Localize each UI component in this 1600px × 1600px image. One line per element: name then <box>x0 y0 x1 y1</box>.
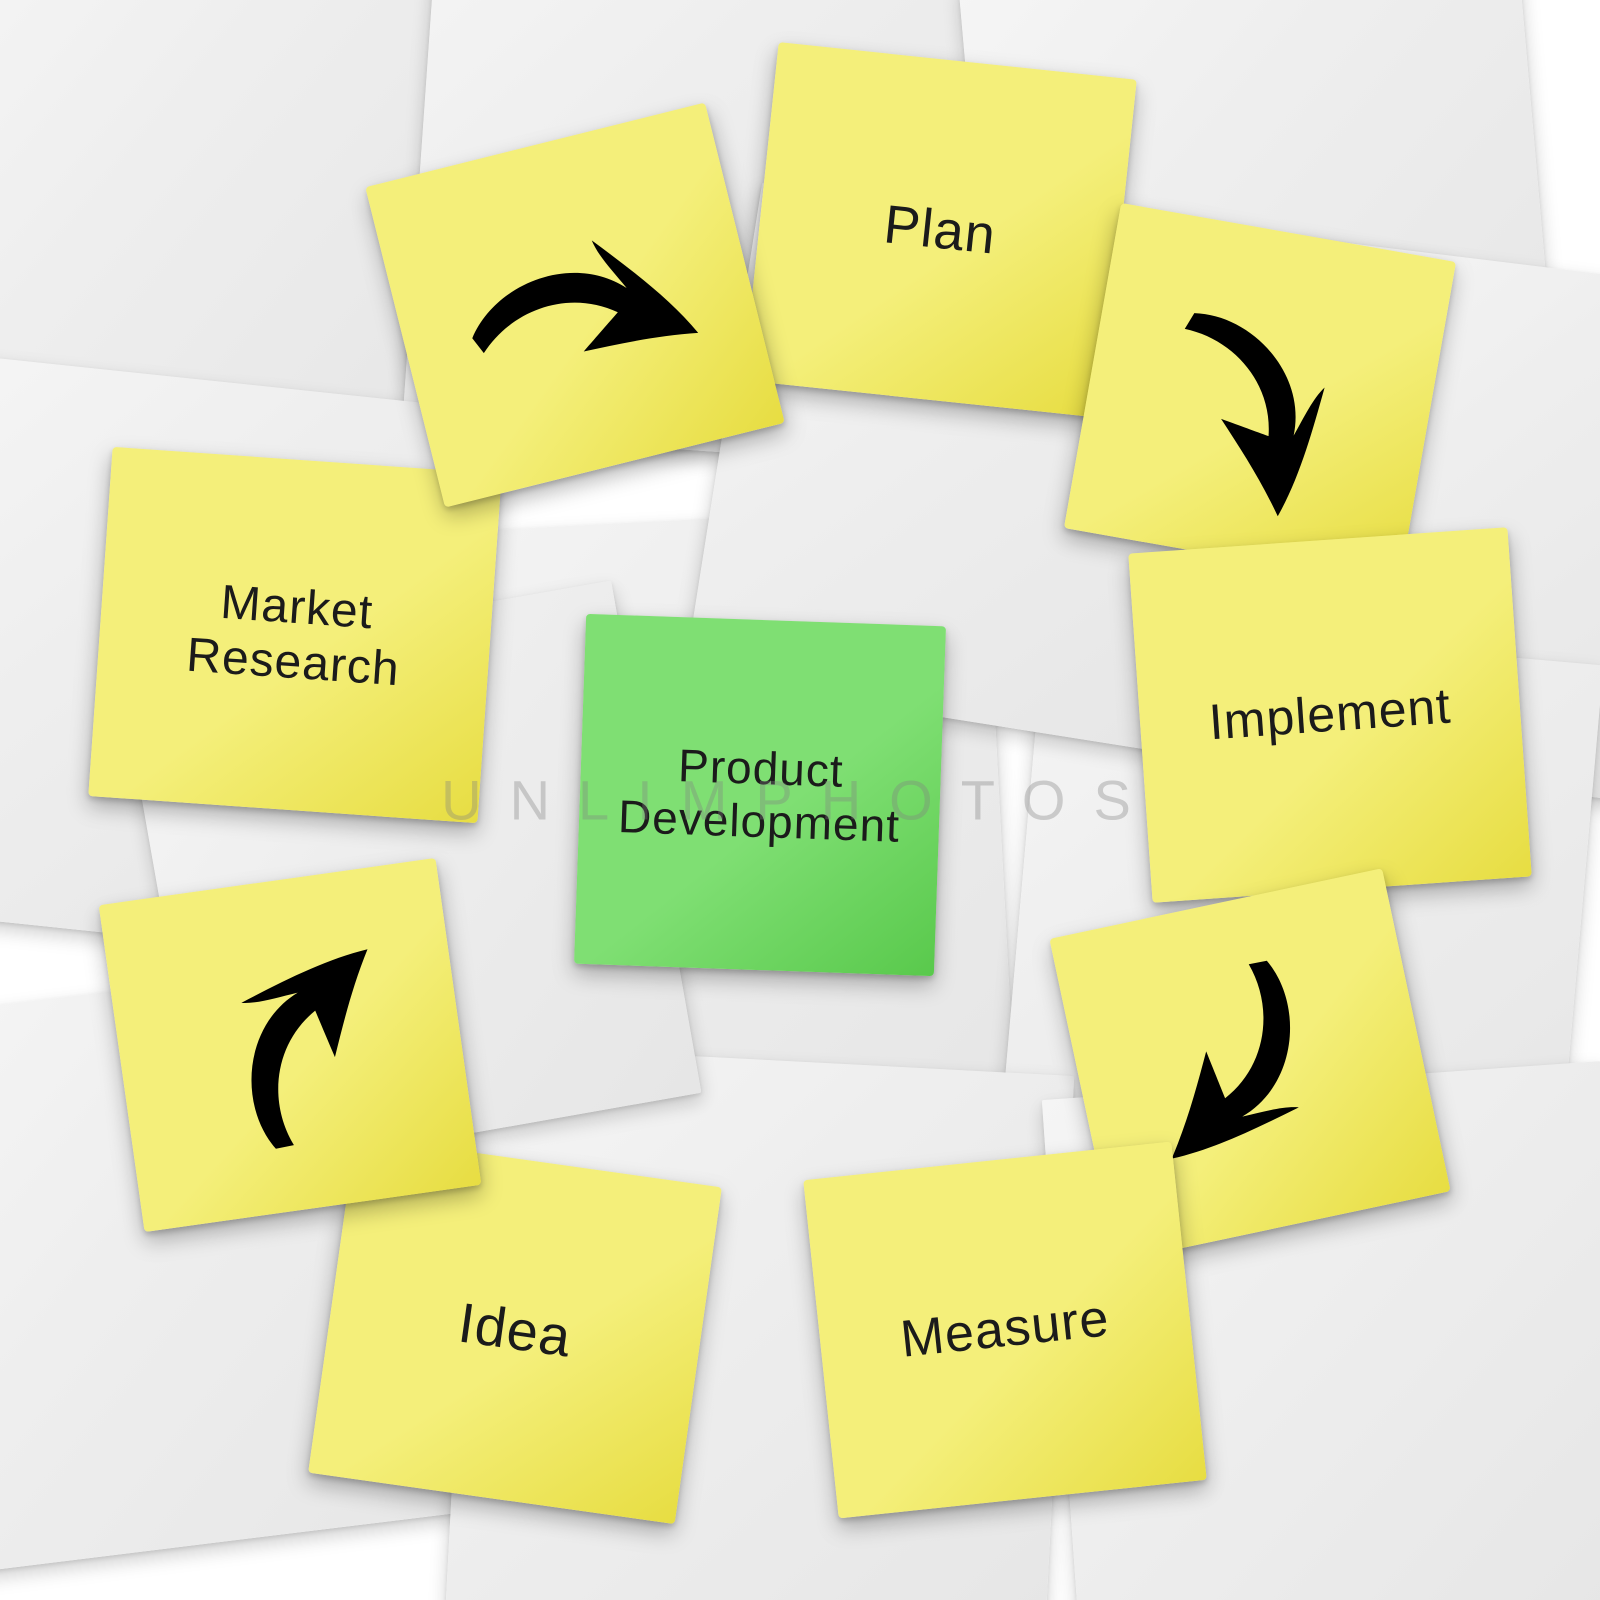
arrow-icon <box>435 172 714 437</box>
sticky-note-market-research: Market Research <box>88 447 501 823</box>
sticky-note-measure: Measure <box>803 1142 1207 1519</box>
center-note-product-development: Product Development <box>574 614 946 976</box>
sticky-note-plan: Plan <box>743 42 1137 418</box>
note-label-idea: Idea <box>455 1290 576 1369</box>
note-label-market-research: Market Research <box>185 573 406 698</box>
arrow-icon <box>127 880 452 1209</box>
note-label-plan: Plan <box>881 193 999 266</box>
sticky-note-arrow-ne <box>1064 203 1456 587</box>
arrow-icon <box>1094 227 1426 563</box>
center-note-label: Product Development <box>617 737 903 853</box>
diagram-stage: PlanImplementMeasureIdeaMarket Research … <box>0 0 1600 1600</box>
sticky-note-arrow-sw <box>99 858 482 1232</box>
note-label-measure: Measure <box>898 1289 1112 1370</box>
sticky-note-implement: Implement <box>1128 527 1531 903</box>
note-label-implement: Implement <box>1207 678 1453 752</box>
